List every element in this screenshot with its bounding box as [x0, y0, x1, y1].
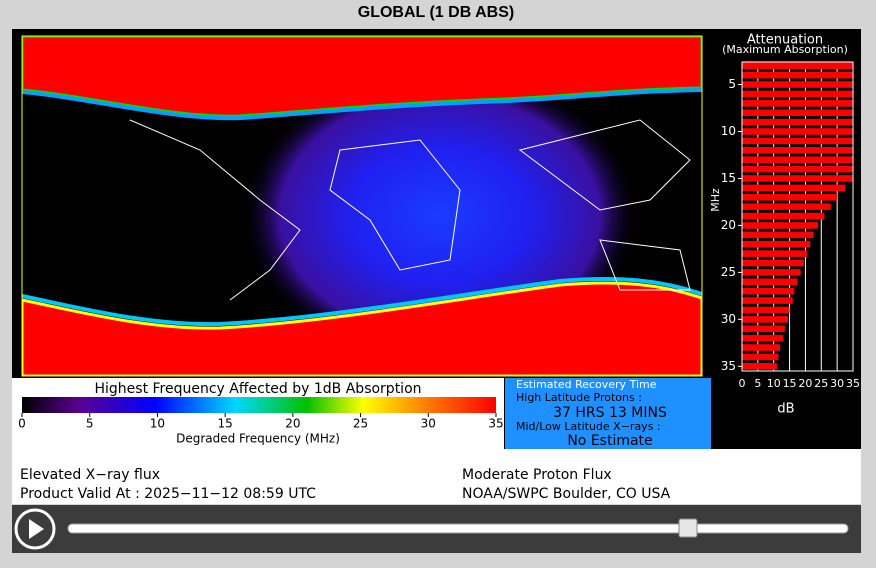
- colorbar-title: Highest Frequency Affected by 1dB Absorp…: [94, 381, 421, 397]
- x-tick-label: 20: [798, 377, 812, 390]
- recovery-low-value: No Estimate: [567, 433, 652, 449]
- plot-frame: [741, 61, 854, 372]
- colorbar-tick-label: 35: [488, 417, 503, 431]
- y-tick-label: 25: [721, 265, 736, 279]
- bar: [742, 156, 853, 163]
- play-button[interactable]: [14, 508, 56, 550]
- recovery-high-value: 37 HRS 13 MINS: [553, 405, 667, 421]
- footer: [12, 449, 861, 504]
- colorbar-tick-label: 5: [86, 417, 94, 431]
- bar: [742, 334, 784, 342]
- map: [22, 36, 702, 376]
- colorbar: [22, 397, 496, 413]
- bar: [742, 165, 853, 173]
- bar: [742, 175, 853, 182]
- timeline-slider[interactable]: [67, 523, 849, 534]
- bar: [742, 81, 853, 88]
- colorbar-tick-label: 0: [18, 417, 26, 431]
- colorbar-tick-label: 10: [150, 417, 165, 431]
- y-tick-label: 30: [721, 312, 736, 326]
- bar: [742, 128, 853, 135]
- bar: [742, 250, 808, 257]
- x-tick-label: 15: [783, 377, 797, 390]
- bar: [742, 100, 853, 107]
- footer-text: Product Valid At : 2025−11−12 08:59 UTC: [20, 486, 316, 502]
- bar: [742, 344, 781, 351]
- bar: [742, 118, 853, 126]
- page-title: GLOBAL (1 DB ABS): [358, 4, 514, 21]
- bar: [742, 203, 831, 210]
- bar: [742, 297, 793, 304]
- slider-thumb[interactable]: [678, 518, 698, 538]
- x-tick-label: 10: [767, 377, 781, 390]
- footer-text: NOAA/SWPC Boulder, CO USA: [462, 486, 671, 502]
- bar: [742, 325, 785, 333]
- footer-text: Elevated X−ray flux: [20, 467, 160, 483]
- colorbar-tick-label: 30: [421, 417, 436, 431]
- attenuation-title: Attenuation: [747, 33, 823, 48]
- y-tick-label: 10: [721, 124, 736, 138]
- recovery-low-label: Mid/Low Latitude X−rays :: [516, 420, 661, 433]
- bar: [742, 62, 853, 70]
- y-tick-label: 5: [728, 77, 736, 91]
- colorbar-label: Degraded Frequency (MHz): [176, 432, 340, 446]
- bar: [742, 146, 853, 154]
- bar: [742, 184, 846, 192]
- bar: [742, 240, 811, 248]
- bar: [742, 71, 853, 79]
- bar: [742, 90, 853, 98]
- colorbar-tick-label: 25: [353, 417, 368, 431]
- y-tick-label: 15: [721, 171, 736, 185]
- bar: [742, 137, 853, 145]
- bar: [742, 269, 801, 276]
- x-tick-label: 0: [739, 377, 746, 390]
- bar: [742, 259, 804, 267]
- bar: [742, 316, 788, 323]
- x-tick-label: 5: [754, 377, 761, 390]
- bar: [742, 212, 825, 220]
- recovery-box: [505, 378, 711, 449]
- recovery-title: Estimated Recovery Time: [516, 378, 657, 391]
- attenuation-subtitle: (Maximum Absorption): [722, 43, 848, 56]
- y-tick-label: 20: [721, 218, 736, 232]
- colorbar-tick-label: 20: [285, 417, 300, 431]
- attenuation-xlabel: dB: [777, 402, 794, 417]
- bar: [742, 222, 819, 229]
- y-tick-label: 35: [721, 359, 736, 373]
- bar: [742, 193, 838, 201]
- x-tick-label: 30: [830, 377, 844, 390]
- bar: [742, 231, 814, 239]
- bar: [742, 363, 777, 370]
- bar: [742, 109, 853, 117]
- recovery-high-label: High Latitude Protons :: [516, 391, 642, 404]
- x-tick-label: 25: [814, 377, 828, 390]
- bar: [742, 287, 795, 295]
- x-tick-label: 35: [846, 377, 860, 390]
- bar: [742, 278, 798, 286]
- bar: [742, 353, 779, 361]
- colorbar-tick-label: 15: [218, 417, 233, 431]
- attenuation-ylabel: MHz: [709, 188, 722, 212]
- footer-text: Moderate Proton Flux: [462, 467, 612, 483]
- colorbar-panel: [12, 378, 504, 449]
- bar: [742, 306, 790, 314]
